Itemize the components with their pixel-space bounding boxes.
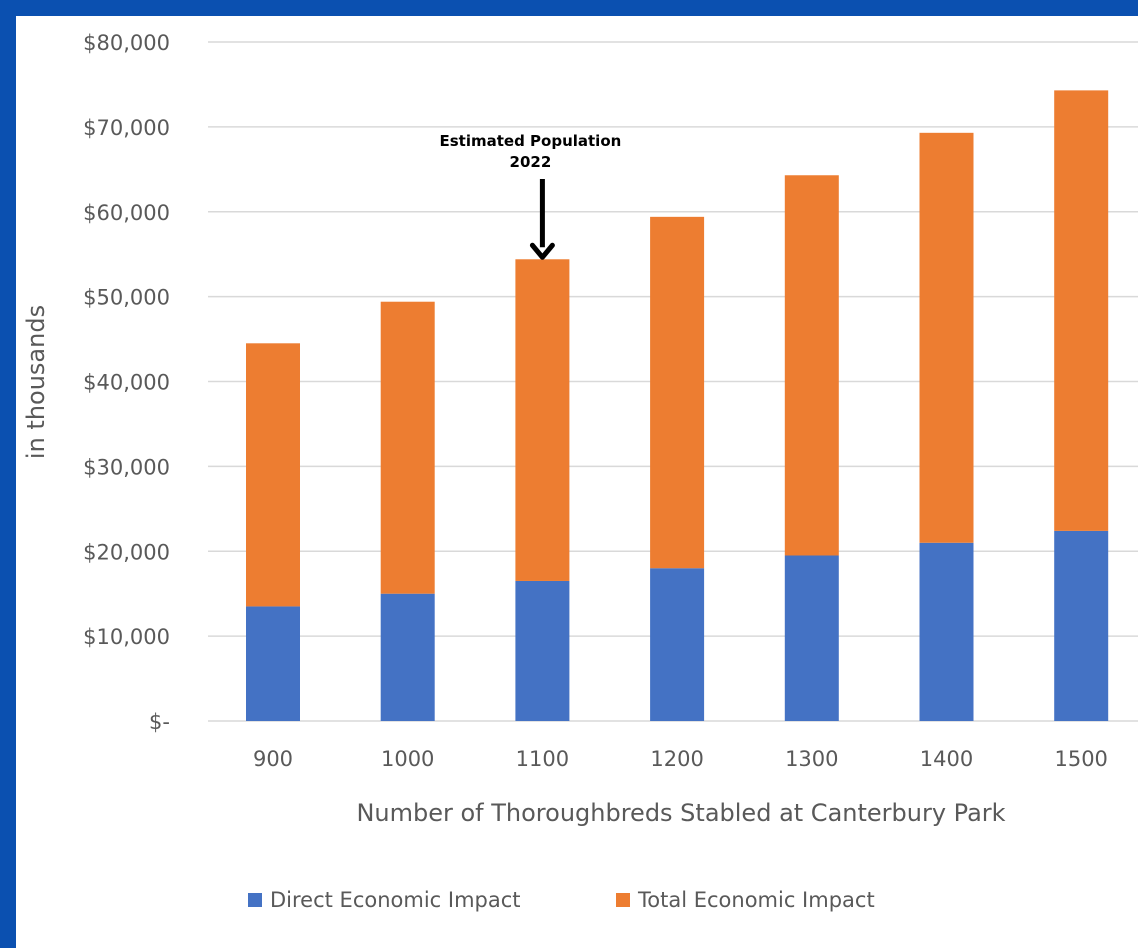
- bar-direct-1400: [919, 542, 974, 721]
- x-tick-labels: 900 1000 1100 1200 1300 1400 1500: [253, 747, 1108, 771]
- bar-total-900: [246, 343, 300, 607]
- y-tick-label: $40,000: [83, 371, 170, 395]
- x-axis-title: Number of Thoroughbreds Stabled at Cante…: [356, 799, 1005, 827]
- stacked-bar-chart: $- $10,000 $20,000 $30,000 $40,000 $50,000 $60…: [22, 31, 1138, 912]
- y-tick-label: $30,000: [83, 455, 170, 479]
- y-tick-label: $-: [149, 710, 170, 734]
- x-tick-label: 1500: [1054, 747, 1107, 771]
- y-tick-label: $80,000: [83, 31, 170, 55]
- x-tick-label: 1400: [920, 747, 973, 771]
- x-tick-label: 1100: [516, 747, 569, 771]
- x-tick-label: 900: [253, 747, 293, 771]
- bar-direct-1300: [784, 555, 839, 721]
- annotation-text-line2: 2022: [510, 153, 552, 171]
- bar-direct-1500: [1054, 530, 1109, 721]
- y-tick-label: $70,000: [83, 116, 170, 140]
- y-tick-labels: $- $10,000 $20,000 $30,000 $40,000 $50,000 $60…: [83, 31, 170, 734]
- bar-total-1000: [380, 301, 435, 594]
- bar-total-1400: [919, 132, 974, 543]
- bar-total-1300: [784, 175, 839, 556]
- x-tick-label: 1000: [381, 747, 434, 771]
- bars: [246, 90, 1109, 721]
- legend: Direct Economic Impact Total Economic Imp…: [248, 888, 875, 912]
- x-tick-label: 1200: [650, 747, 703, 771]
- legend-label-direct: Direct Economic Impact: [270, 888, 521, 912]
- y-axis-title: in thousands: [22, 305, 50, 459]
- legend-label-total: Total Economic Impact: [637, 888, 875, 912]
- chart-frame: $- $10,000 $20,000 $30,000 $40,000 $50,000 $60…: [16, 16, 1138, 948]
- x-tick-label: 1300: [785, 747, 838, 771]
- y-tick-label: $50,000: [83, 286, 170, 310]
- bar-total-1100: [515, 259, 570, 581]
- y-tick-label: $60,000: [83, 201, 170, 225]
- bar-direct-900: [246, 606, 300, 721]
- bar-direct-1100: [515, 580, 570, 721]
- bar-total-1200: [650, 216, 705, 569]
- y-tick-label: $20,000: [83, 540, 170, 564]
- legend-swatch-total: [616, 893, 630, 907]
- y-tick-label: $10,000: [83, 625, 170, 649]
- bar-direct-1000: [380, 593, 435, 721]
- annotation: Estimated Population 2022: [439, 132, 621, 260]
- annotation-text-line1: Estimated Population: [439, 132, 621, 150]
- bar-total-1500: [1054, 90, 1109, 531]
- bar-direct-1200: [650, 568, 705, 721]
- legend-swatch-direct: [248, 893, 262, 907]
- annotation-arrow-head: [529, 242, 555, 260]
